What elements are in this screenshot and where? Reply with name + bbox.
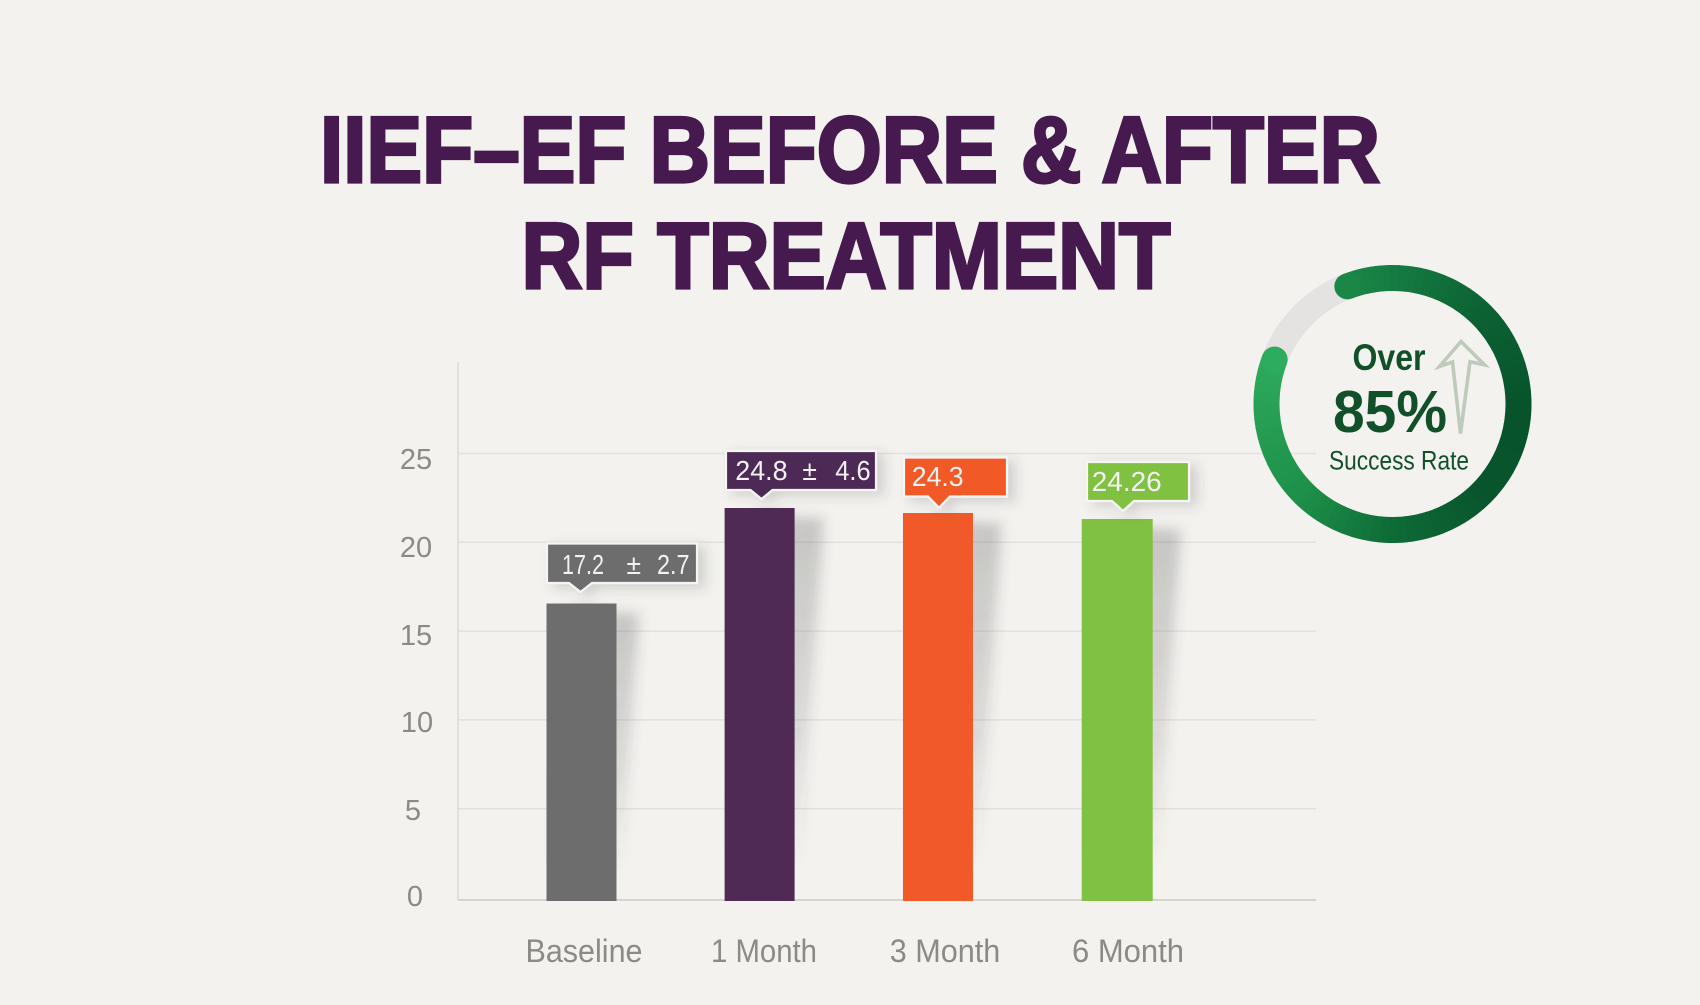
- svg-text:20: 20: [400, 532, 432, 564]
- svg-text:24.8: 24.8: [735, 455, 787, 486]
- svg-text:3 Month: 3 Month: [890, 933, 1001, 969]
- svg-text:2.7: 2.7: [657, 549, 690, 580]
- svg-text:17.2: 17.2: [562, 549, 604, 580]
- svg-text:25: 25: [400, 444, 432, 476]
- svg-text:15: 15: [400, 620, 432, 652]
- svg-text:Baseline: Baseline: [526, 933, 643, 969]
- svg-text:Over: Over: [1353, 337, 1426, 378]
- svg-text:±: ±: [802, 455, 817, 486]
- svg-text:10: 10: [401, 707, 433, 739]
- svg-text:24.3: 24.3: [912, 461, 964, 492]
- svg-text:0: 0: [407, 881, 423, 913]
- svg-text:4.6: 4.6: [835, 455, 870, 486]
- svg-text:85%: 85%: [1333, 379, 1447, 445]
- svg-text:1 Month: 1 Month: [711, 933, 817, 969]
- svg-text:±: ±: [627, 549, 642, 580]
- svg-text:6 Month: 6 Month: [1072, 933, 1184, 969]
- svg-text:5: 5: [405, 795, 421, 827]
- svg-text:24.26: 24.26: [1092, 466, 1162, 497]
- svg-text:RF TREATMENT: RF TREATMENT: [522, 203, 1171, 308]
- svg-text:IIEF–EF BEFORE & AFTER: IIEF–EF BEFORE & AFTER: [320, 97, 1380, 202]
- svg-text:Success Rate: Success Rate: [1329, 446, 1469, 476]
